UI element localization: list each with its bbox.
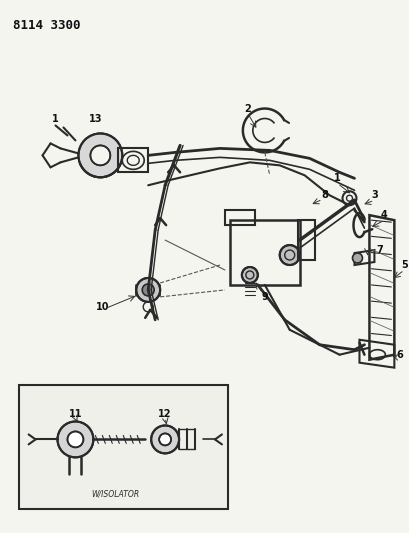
Text: 8: 8: [320, 190, 327, 200]
Circle shape: [151, 425, 179, 454]
Text: 9: 9: [261, 292, 267, 302]
Text: 8114 3300: 8114 3300: [13, 19, 80, 32]
Text: 10: 10: [95, 302, 109, 312]
Circle shape: [90, 146, 110, 165]
Circle shape: [279, 245, 299, 265]
Circle shape: [67, 431, 83, 447]
Text: 1: 1: [52, 114, 59, 124]
Text: 4: 4: [380, 210, 387, 220]
Circle shape: [352, 253, 362, 263]
Text: 13: 13: [88, 114, 102, 124]
Circle shape: [136, 278, 160, 302]
Text: 3: 3: [370, 190, 377, 200]
Circle shape: [241, 267, 257, 283]
Text: 7: 7: [375, 245, 382, 255]
Circle shape: [78, 133, 122, 177]
Text: W/ISOLATOR: W/ISOLATOR: [91, 490, 139, 499]
Text: 5: 5: [400, 260, 407, 270]
Circle shape: [142, 284, 154, 296]
Circle shape: [159, 433, 171, 446]
Text: 1: 1: [333, 173, 340, 183]
Circle shape: [57, 422, 93, 457]
Bar: [18, 385, 227, 509]
Text: 11: 11: [69, 409, 82, 419]
Text: 2: 2: [244, 103, 251, 114]
Text: 6: 6: [395, 350, 402, 360]
Text: 12: 12: [158, 409, 171, 419]
